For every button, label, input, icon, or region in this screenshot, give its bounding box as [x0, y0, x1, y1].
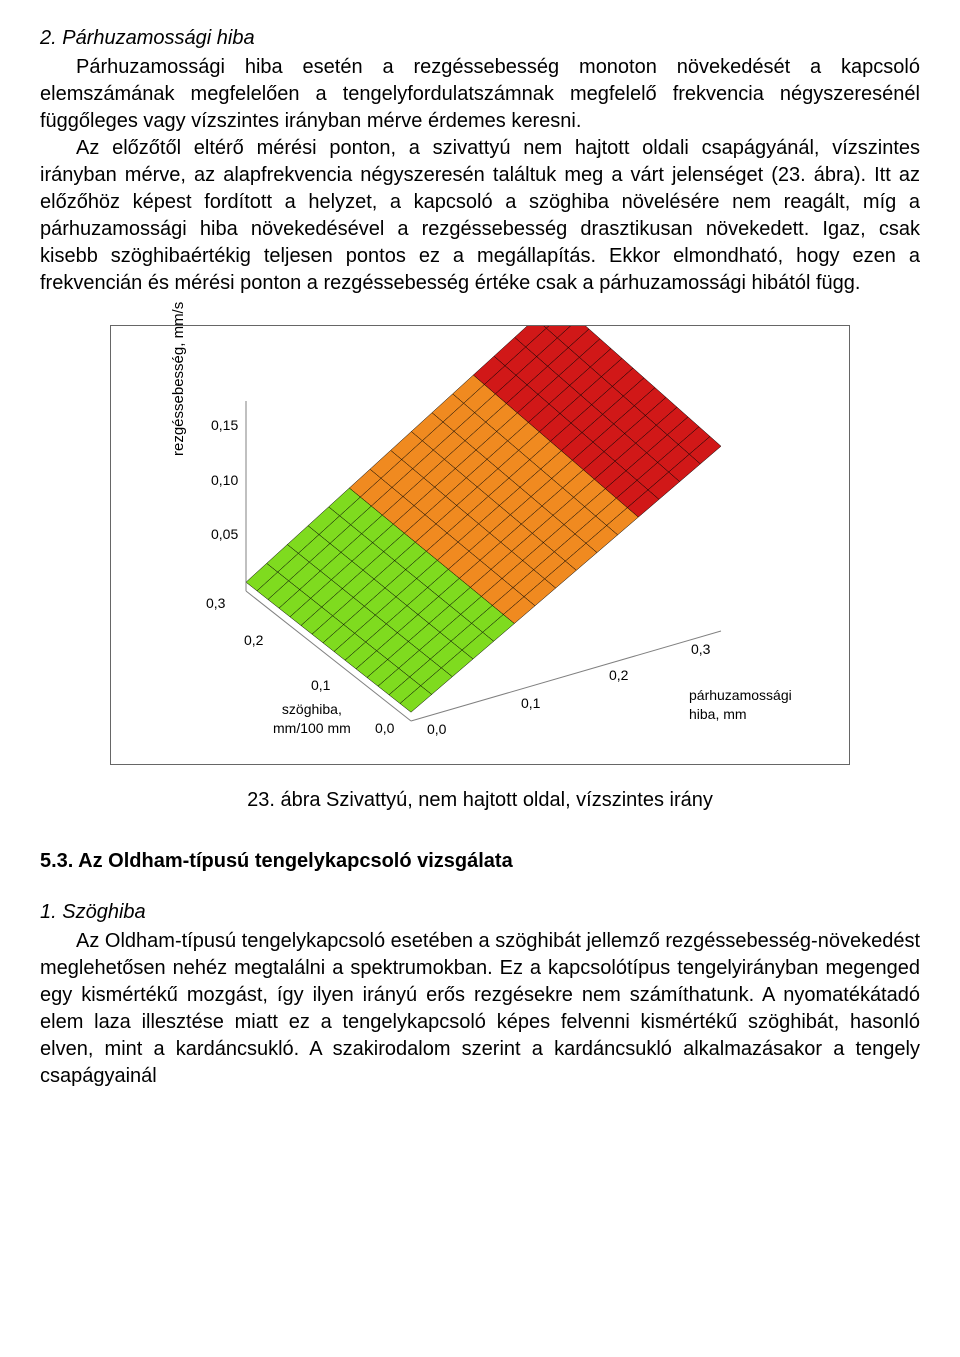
section2-para1: Párhuzamossági hiba esetén a rezgéssebes…	[40, 54, 920, 135]
figure-frame: rezgéssebesség, mm/s 0,150,100,05 0,30,2…	[110, 325, 850, 765]
section53-sub1-body: Az Oldham-típusú tengelykapcsoló esetébe…	[40, 928, 920, 1090]
figure-caption: 23. ábra Szivattyú, nem hajtott oldal, v…	[40, 787, 920, 814]
section2-title: 2. Párhuzamossági hiba	[40, 25, 920, 52]
section53-sub1-title: 1. Szöghiba	[40, 899, 920, 926]
section2-para2: Az előzőtől eltérő mérési ponton, a sziv…	[40, 135, 920, 297]
section53-heading: 5.3. Az Oldham-típusú tengelykapcsoló vi…	[40, 848, 920, 875]
surface-plot	[111, 326, 851, 766]
